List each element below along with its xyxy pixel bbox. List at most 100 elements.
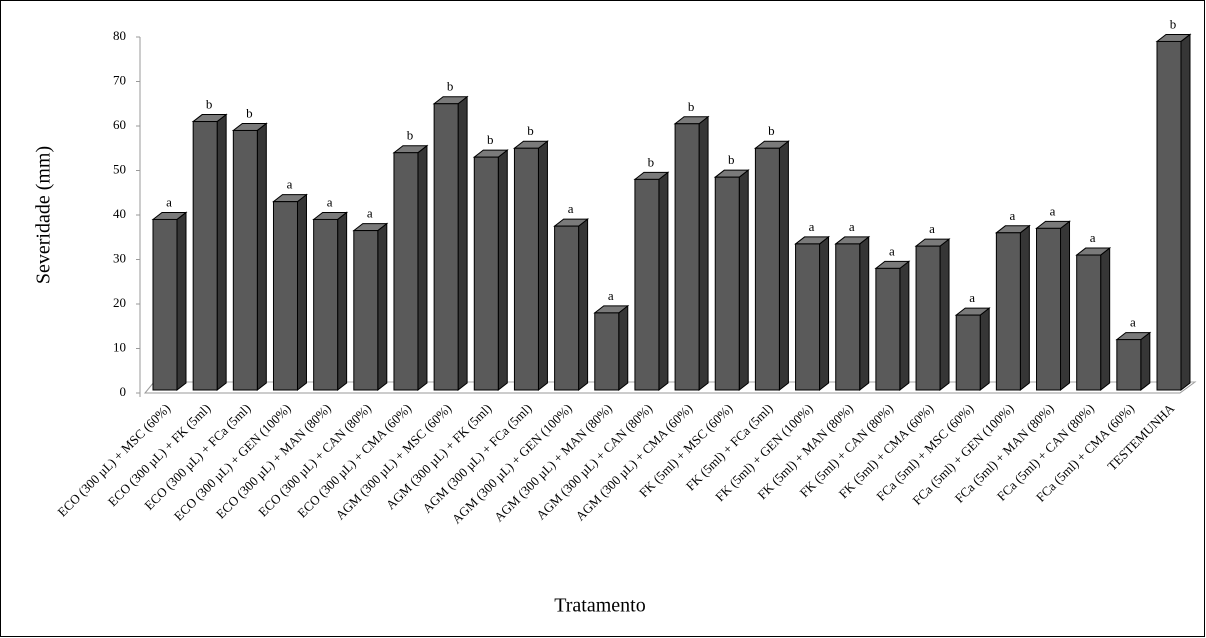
bar-side: [658, 171, 669, 392]
bar: [673, 115, 710, 392]
bar: [954, 307, 991, 392]
bar: [512, 140, 549, 392]
significance-letter: b: [447, 79, 454, 94]
bar-side: [176, 211, 187, 392]
bar-front: [313, 218, 339, 391]
bar-side: [457, 95, 468, 392]
bar: [794, 235, 831, 392]
significance-letter: a: [1090, 230, 1096, 245]
bar: [1115, 331, 1152, 392]
significance-letter: a: [1050, 203, 1056, 218]
significance-letter: a: [568, 201, 574, 216]
bar: [914, 238, 951, 392]
y-tick-label: 60: [113, 117, 126, 132]
bar-side: [859, 235, 870, 392]
bar-side: [778, 140, 789, 392]
bar-side: [337, 211, 348, 392]
bar: [1035, 220, 1071, 392]
bar-front: [714, 176, 740, 391]
bar: [1075, 247, 1112, 392]
y-axis-title: Severidade (mm): [33, 146, 55, 284]
bar-side: [939, 238, 950, 392]
bar: [272, 193, 308, 392]
bar-side: [1140, 331, 1151, 392]
significance-letter: a: [1130, 315, 1136, 330]
significance-letter: b: [527, 123, 534, 138]
y-tick-label: 40: [113, 206, 126, 221]
bar: [392, 144, 429, 392]
bar: [432, 95, 469, 392]
bar-front: [272, 201, 298, 391]
bar-front: [1116, 339, 1142, 391]
bar-side: [899, 260, 910, 392]
significance-letter: b: [487, 132, 494, 147]
bar-side: [1060, 220, 1071, 392]
significance-letter: b: [246, 105, 253, 120]
significance-letter: a: [969, 290, 975, 305]
bar-front: [835, 243, 861, 391]
bar-front: [433, 103, 459, 391]
significance-letter: a: [287, 177, 293, 192]
significance-letter: a: [608, 288, 614, 303]
significance-letter: b: [768, 123, 775, 138]
bar-side: [738, 169, 749, 392]
bar: [633, 171, 670, 392]
bar-front: [1036, 227, 1062, 391]
bar-side: [216, 113, 227, 392]
y-tick-label: 20: [113, 295, 126, 310]
bar-front: [1156, 40, 1182, 391]
bar-front: [393, 152, 419, 391]
bar-front: [955, 314, 981, 391]
bar-side: [1100, 247, 1111, 392]
bar-front: [594, 312, 620, 391]
bar-side: [1019, 224, 1030, 392]
bar-front: [473, 156, 499, 391]
y-tick-label: 50: [113, 161, 126, 176]
bar-front: [915, 245, 941, 391]
bar-front: [192, 121, 218, 391]
bar-front: [513, 147, 539, 391]
bar-side: [979, 307, 990, 392]
significance-letter: a: [327, 194, 333, 209]
y-tick-label: 70: [113, 72, 126, 87]
bar: [553, 218, 590, 392]
bar: [874, 260, 911, 392]
bar: [1155, 33, 1192, 392]
significance-letter: a: [889, 243, 895, 258]
y-tick-label: 30: [113, 250, 126, 265]
bar: [312, 211, 349, 392]
significance-letter: b: [648, 154, 655, 169]
bar-front: [634, 178, 660, 391]
y-tick-label: 10: [113, 339, 126, 354]
bar: [151, 211, 188, 392]
significance-letter: a: [929, 221, 935, 236]
bar-front: [875, 267, 901, 391]
significance-letter: a: [367, 206, 373, 221]
significance-letter: b: [688, 99, 695, 114]
bar-side: [537, 140, 548, 392]
significance-letter: a: [1009, 208, 1015, 223]
bar: [352, 222, 389, 392]
bar-front: [795, 243, 821, 391]
bar-front: [152, 218, 178, 391]
significance-letter: a: [809, 219, 815, 234]
bar: [994, 224, 1031, 392]
bar: [753, 140, 790, 392]
bar-side: [578, 218, 589, 392]
y-tick-label: 0: [120, 384, 127, 399]
bar: [713, 169, 750, 392]
bar-side: [256, 122, 267, 392]
bar-front: [554, 225, 580, 391]
bar-side: [417, 144, 428, 392]
y-tick-label: 80: [113, 28, 126, 43]
bar-side: [377, 222, 388, 392]
significance-letter: b: [407, 128, 414, 143]
bar-side: [296, 193, 307, 392]
bar-front: [754, 147, 780, 391]
significance-letter: b: [1170, 16, 1177, 31]
bar-side: [497, 149, 508, 392]
significance-letter: a: [166, 194, 172, 209]
bar-front: [1076, 254, 1102, 391]
significance-letter: b: [206, 97, 213, 112]
